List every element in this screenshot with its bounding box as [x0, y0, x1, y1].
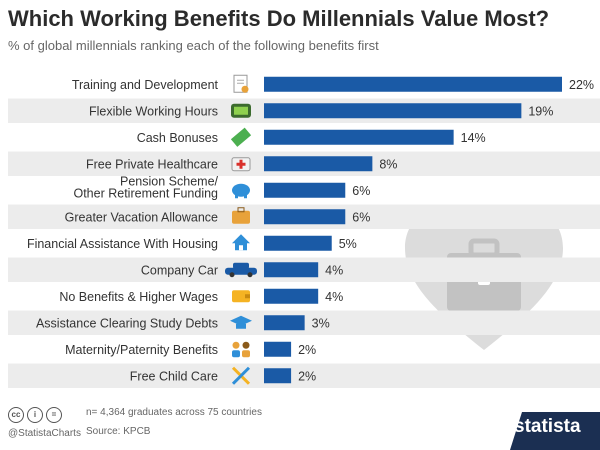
cc-icon: cc [8, 407, 24, 423]
value-label: 19% [528, 104, 553, 118]
graduation-cap-icon [230, 315, 252, 329]
value-label: 6% [352, 184, 370, 198]
value-label: 3% [312, 316, 330, 330]
bar [264, 235, 332, 251]
row-stripe [8, 363, 600, 388]
bar [264, 341, 292, 357]
category-label: Maternity/Paternity Benefits [65, 343, 218, 357]
bar [264, 182, 346, 198]
bar [264, 103, 522, 119]
category-label: Free Child Care [130, 369, 218, 383]
bar [264, 129, 454, 145]
no-derivatives-icon: = [46, 407, 62, 423]
category-label: No Benefits & Higher Wages [59, 290, 218, 304]
bar [264, 209, 346, 225]
first-aid-kit-icon [231, 157, 251, 172]
suitcase-icon [232, 207, 250, 224]
value-label: 22% [569, 78, 594, 92]
bar [264, 76, 562, 92]
footer-handle[interactable]: @StatistaCharts [8, 428, 81, 439]
statista-logo-bg [510, 412, 600, 450]
bar [264, 315, 305, 331]
value-label: 6% [352, 210, 370, 224]
value-label: 4% [325, 263, 343, 277]
bar [264, 368, 292, 384]
category-label: Cash Bonuses [137, 131, 218, 145]
footer-note: n= 4,364 graduates across 75 countries [86, 407, 262, 418]
car-icon [225, 262, 257, 278]
chart-subtitle: % of global millennials ranking each of … [8, 38, 379, 53]
statista-logo[interactable]: statista [514, 416, 581, 437]
category-label: Financial Assistance With Housing [27, 237, 218, 251]
category-label: Company Car [141, 263, 218, 277]
category-label: Assistance Clearing Study Debts [36, 316, 218, 330]
wallet-icon [232, 290, 250, 303]
value-label: 2% [298, 343, 316, 357]
chart-title: Which Working Benefits Do Millennials Va… [8, 6, 550, 31]
value-label: 5% [339, 237, 357, 251]
value-label: 14% [461, 131, 486, 145]
banknote-icon [230, 127, 252, 147]
category-label: Greater Vacation Allowance [65, 210, 218, 224]
house-icon [232, 234, 250, 251]
attribution-icon: i [27, 407, 43, 423]
footer-source: Source: KPCB [86, 426, 151, 437]
piggy-bank-icon [232, 183, 250, 199]
bar [264, 156, 373, 172]
value-label: 8% [379, 157, 397, 171]
clock-icon [231, 103, 251, 118]
bar [264, 288, 319, 304]
category-label: Free Private Healthcare [86, 157, 218, 171]
certificate-icon [233, 74, 249, 93]
parents-icon [232, 341, 250, 358]
bar [264, 262, 319, 278]
category-label: Training and Development [72, 78, 219, 92]
tools-icon [231, 366, 251, 385]
value-label: 2% [298, 369, 316, 383]
category-label: Pension Scheme/Other Retirement Funding [73, 174, 218, 200]
category-label: Flexible Working Hours [89, 104, 218, 118]
bar-chart: Training and Development 22% Flexible Work… [8, 74, 600, 388]
value-label: 4% [325, 290, 343, 304]
license-icons: cc i = [8, 404, 65, 423]
